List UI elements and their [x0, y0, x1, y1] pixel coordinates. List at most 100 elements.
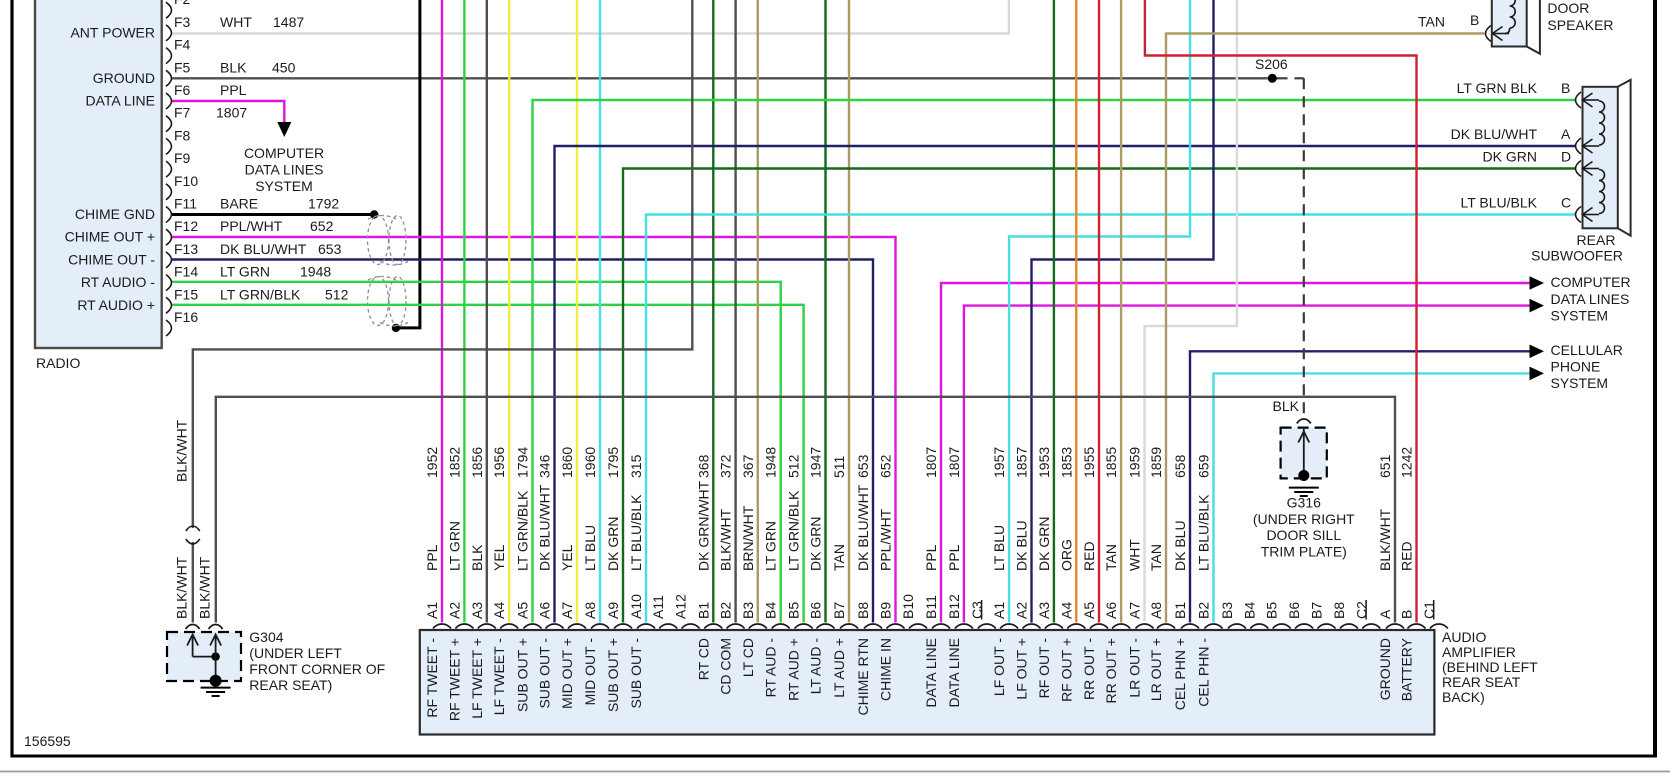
svg-text:TAN: TAN: [1418, 14, 1445, 30]
svg-text:DK GRN: DK GRN: [808, 517, 824, 571]
svg-text:LR OUT +: LR OUT +: [1148, 638, 1164, 701]
svg-text:PPL: PPL: [946, 544, 962, 571]
svg-text:TRIM PLATE): TRIM PLATE): [1261, 544, 1347, 560]
svg-text:ANT POWER: ANT POWER: [70, 24, 155, 40]
svg-text:B3: B3: [740, 602, 756, 619]
svg-text:1856: 1856: [469, 447, 485, 478]
svg-text:PPL/WHT: PPL/WHT: [220, 218, 283, 234]
svg-text:RT AUDIO +: RT AUDIO +: [77, 297, 155, 313]
svg-text:C: C: [1561, 195, 1571, 211]
svg-text:A8: A8: [582, 602, 598, 619]
svg-text:YEL: YEL: [491, 544, 507, 571]
svg-text:A10: A10: [628, 594, 644, 619]
svg-text:SUB OUT -: SUB OUT -: [628, 638, 644, 709]
svg-text:RED: RED: [1399, 541, 1415, 571]
svg-text:REAR SEAT: REAR SEAT: [1442, 674, 1521, 690]
svg-text:REAR: REAR: [1577, 232, 1616, 248]
svg-text:LT BLU: LT BLU: [582, 525, 598, 571]
svg-text:659: 659: [1196, 454, 1212, 478]
svg-text:S206: S206: [1255, 56, 1288, 72]
svg-text:BLK/WHT: BLK/WHT: [1377, 508, 1393, 571]
svg-text:RADIO: RADIO: [36, 355, 80, 371]
svg-text:1852: 1852: [446, 447, 462, 478]
svg-text:DK BLU/WHT: DK BLU/WHT: [537, 484, 553, 571]
svg-text:RF OUT +: RF OUT +: [1058, 638, 1074, 702]
svg-text:1948: 1948: [763, 447, 779, 478]
svg-text:F3: F3: [174, 14, 191, 30]
svg-text:651: 651: [1377, 454, 1393, 478]
svg-text:F9: F9: [174, 150, 191, 166]
svg-text:WHT: WHT: [220, 14, 252, 30]
svg-text:CELLULAR: CELLULAR: [1551, 342, 1623, 358]
svg-text:SUB OUT +: SUB OUT +: [515, 638, 531, 712]
svg-text:A1: A1: [991, 602, 1007, 619]
svg-text:CHIME IN: CHIME IN: [878, 638, 894, 701]
svg-text:B8: B8: [855, 602, 871, 619]
svg-text:TAN: TAN: [1148, 544, 1164, 571]
svg-text:G304: G304: [249, 629, 283, 645]
svg-text:1956: 1956: [491, 447, 507, 478]
svg-text:B3: B3: [1219, 602, 1235, 619]
svg-text:LF OUT +: LF OUT +: [1014, 638, 1030, 700]
svg-text:RED: RED: [1081, 541, 1097, 571]
svg-text:1953: 1953: [1036, 447, 1052, 478]
svg-text:F5: F5: [174, 59, 191, 75]
svg-text:368: 368: [695, 454, 711, 478]
svg-text:512: 512: [786, 454, 802, 478]
svg-text:A9: A9: [605, 602, 621, 619]
svg-text:SYSTEM: SYSTEM: [1551, 375, 1609, 391]
svg-text:PPL: PPL: [923, 544, 939, 571]
svg-text:LT GRN/BLK: LT GRN/BLK: [515, 490, 531, 571]
svg-text:A6: A6: [1103, 602, 1119, 619]
svg-text:DATA LINE: DATA LINE: [946, 638, 962, 708]
svg-text:BACK): BACK): [1442, 689, 1485, 705]
svg-text:LF TWEET -: LF TWEET -: [491, 638, 507, 716]
svg-text:(BEHIND LEFT: (BEHIND LEFT: [1442, 659, 1538, 675]
svg-text:GROUND: GROUND: [1377, 638, 1393, 700]
svg-text:A1: A1: [424, 602, 440, 619]
svg-text:B: B: [1470, 12, 1479, 28]
svg-text:MID OUT -: MID OUT -: [582, 638, 598, 706]
svg-text:B7: B7: [1309, 602, 1325, 619]
svg-text:A2: A2: [1014, 602, 1030, 619]
svg-text:1807: 1807: [923, 447, 939, 478]
svg-text:653: 653: [855, 454, 871, 478]
svg-text:1795: 1795: [605, 447, 621, 478]
svg-text:F11: F11: [174, 196, 197, 212]
svg-text:F8: F8: [174, 127, 191, 143]
svg-text:D: D: [1561, 149, 1571, 165]
svg-text:CEL PHN +: CEL PHN +: [1172, 638, 1188, 710]
svg-text:A: A: [1561, 126, 1571, 142]
svg-text:F10: F10: [174, 173, 198, 189]
svg-text:DK GRN: DK GRN: [605, 517, 621, 571]
svg-text:B7: B7: [831, 602, 847, 619]
svg-text:315: 315: [628, 454, 644, 478]
svg-text:DK BLU/WHT: DK BLU/WHT: [855, 484, 871, 571]
svg-text:SYSTEM: SYSTEM: [1551, 308, 1609, 324]
svg-text:WHT: WHT: [1127, 539, 1143, 571]
svg-text:B1: B1: [1172, 602, 1188, 619]
svg-text:1952: 1952: [424, 447, 440, 478]
svg-text:A11: A11: [650, 595, 666, 619]
svg-text:511: 511: [831, 455, 847, 478]
svg-text:REAR SEAT): REAR SEAT): [249, 677, 332, 693]
svg-text:DATA LINE: DATA LINE: [923, 638, 939, 708]
svg-text:DK BLU/WHT: DK BLU/WHT: [1451, 126, 1538, 142]
svg-text:CHIME GND: CHIME GND: [75, 206, 155, 222]
svg-text:A4: A4: [1058, 602, 1074, 619]
svg-text:B2: B2: [718, 602, 734, 619]
svg-text:BATTERY: BATTERY: [1399, 637, 1415, 701]
svg-text:DATA LINE: DATA LINE: [85, 93, 155, 109]
svg-text:B4: B4: [763, 602, 779, 619]
svg-text:DK BLU/WHT: DK BLU/WHT: [220, 241, 307, 257]
svg-text:LT GRN BLK: LT GRN BLK: [1457, 80, 1538, 96]
svg-text:1960: 1960: [582, 447, 598, 478]
svg-text:RT CD: RT CD: [695, 638, 711, 680]
svg-text:LT AUD +: LT AUD +: [831, 638, 847, 698]
svg-text:1959: 1959: [1127, 447, 1143, 478]
svg-text:LR OUT -: LR OUT -: [1127, 638, 1143, 698]
svg-text:DATA LINES: DATA LINES: [1551, 291, 1630, 307]
svg-text:RT AUD +: RT AUD +: [786, 638, 802, 701]
svg-text:652: 652: [878, 454, 894, 478]
svg-text:A3: A3: [469, 602, 485, 619]
